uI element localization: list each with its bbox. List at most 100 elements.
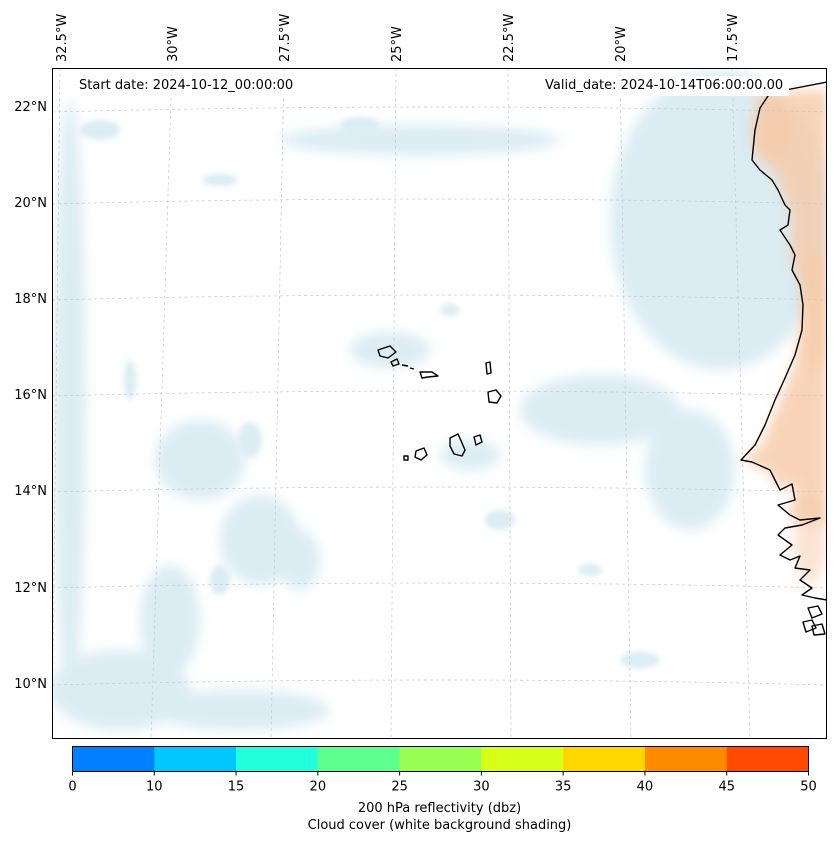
latitude-gridline [52,390,827,397]
colorbar-tick-label: 50 [800,780,817,795]
island-sao-nicolau [419,371,439,379]
cloud-patch [280,125,560,155]
colorbar-ticks: 0 10 15 20 25 30 35 40 45 50 [68,771,817,795]
cloud-patch [340,117,380,133]
longitude-label: 20°W [614,26,629,62]
valid-date-label: Valid_date: 2024-10-14T06:00:00.00 [539,76,790,96]
map-area [52,68,827,739]
colorbar-tick-label: 30 [473,780,490,795]
bijagos-island [802,619,817,633]
colorbar-tick-label: 35 [555,780,572,795]
latitude-gridline [52,198,827,205]
island-sal [485,361,492,375]
latitude-label: 14°N [14,484,47,499]
cloud-patch [280,530,320,590]
cloud-patch [485,510,515,530]
latitude-label: 16°N [14,388,47,403]
longitude-gridline [52,68,61,739]
latitude-gridline [52,582,827,589]
colorbar-tick-label: 40 [637,780,654,795]
longitude-label: 17.5°W [726,14,741,62]
latitude-label: 22°N [14,100,47,115]
colorbar-segment [72,746,155,772]
cloud-patch [620,652,660,668]
cloud-patch [150,690,330,730]
colorbar-segment [399,746,482,772]
colorbar-sublabel: Cloud cover (white background shading) [307,818,572,833]
latitude-label: 20°N [14,196,47,211]
colorbar: 0 10 15 20 25 30 35 40 45 50 [68,746,817,795]
longitude-labels: 32.5°W 30°W 27.5°W 25°W 22.5°W 20°W 17.5… [55,14,741,62]
longitude-label: 32.5°W [55,14,70,62]
latitude-gridline [52,294,827,301]
cloud-patch [155,420,245,500]
african-coastline [740,81,827,601]
latitude-labels: 22°N 20°N 18°N 16°N 14°N 12°N 10°N [14,100,47,692]
colorbar-tick-label: 25 [391,780,408,795]
colorbar-tick-label: 45 [718,780,735,795]
land-shading-region [741,90,827,525]
colorbar-segment [644,746,728,772]
cloud-patch [440,440,500,470]
cloud-patch [220,495,300,585]
colorbar-tick-label: 0 [68,780,76,795]
cloud-patch [210,565,230,595]
island-santiago [449,433,466,457]
cloud-patch [124,360,136,400]
cloud-patch [140,565,200,675]
longitude-label: 22.5°W [502,14,517,62]
colorbar-tick-label: 20 [310,780,327,795]
colorbar-segment [154,746,237,772]
longitude-gridline [619,68,632,739]
longitude-gridline [731,68,751,739]
latitude-gridline [52,106,827,113]
cloud-patch [80,120,120,140]
colorbar-label: 200 hPa reflectivity (dbz) [357,801,522,816]
latitude-gridline [52,679,827,686]
island-santa-luzia [401,364,415,370]
longitude-gridline [507,68,512,739]
latitude-label: 12°N [14,581,47,596]
cloud-patch [54,100,86,700]
coastline [377,81,827,636]
land-shading-hotspot [750,100,790,160]
colorbar-segment [726,746,809,772]
colorbar-segments [72,746,809,772]
cloud-patch [440,304,460,316]
cloud-patch [202,174,238,186]
land-shading-hotspot [801,250,827,370]
colorbar-tick-label: 15 [228,780,245,795]
cloud-patch [645,410,735,530]
colorbar-segment [481,746,564,772]
island-fogo [414,447,428,461]
longitude-label: 27.5°W [278,14,293,62]
longitude-label: 30°W [166,26,181,62]
colorbar-tick-label: 10 [146,780,163,795]
island-boa-vista [487,389,502,404]
island-santo-antao [377,345,397,359]
cloud-patch [578,564,602,576]
latitude-label: 18°N [14,292,47,307]
longitude-gridline [150,68,173,739]
bijagos-island [807,605,823,619]
longitude-label: 25°W [390,26,405,62]
start-date-label: Start date: 2024-10-12_00:00:00 [73,76,300,96]
longitude-gridline [390,68,397,739]
island-sao-vicente [390,358,400,367]
colorbar-frame [72,746,809,772]
bijagos-island [811,623,826,636]
colorbar-segment [563,746,646,772]
island-maio [473,434,483,446]
graticule [52,68,827,739]
map-frame [52,68,827,739]
cloud-patch [238,422,262,458]
latitude-label: 10°N [14,677,47,692]
colorbar-segment [317,746,401,772]
longitude-gridline [270,68,285,739]
latitude-gridline [52,486,827,493]
colorbar-segment [236,746,319,772]
land-shading-hotspot [794,495,826,585]
cloud-patch [350,332,430,368]
island-brava [403,455,409,461]
